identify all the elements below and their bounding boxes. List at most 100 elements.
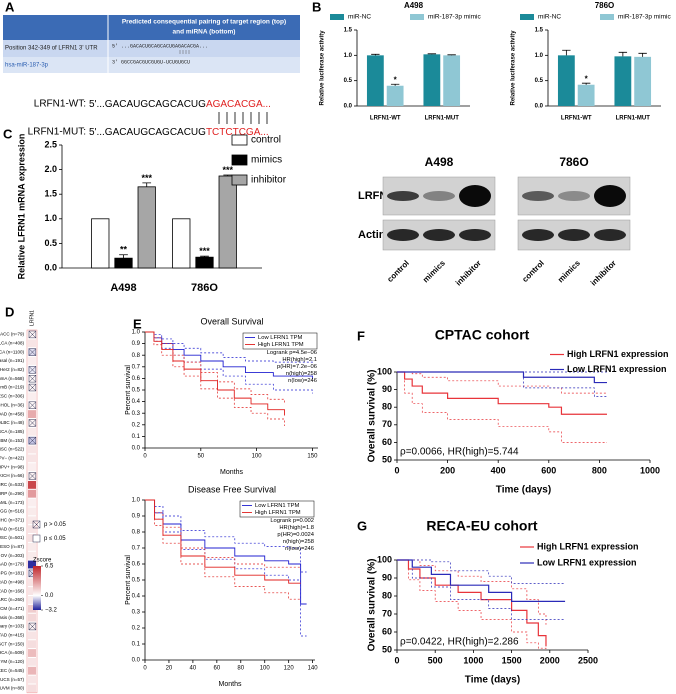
wt-sequence: 5'...GACAUGCAGCACUGAGACACGA... — [89, 99, 271, 110]
significance: *** — [199, 246, 210, 256]
row-label: MESO (n=87) — [0, 544, 24, 549]
cross-box — [28, 436, 37, 445]
chart-title: RECA-EU cohort — [426, 518, 538, 534]
x-tick-label: LRFN1-WT — [561, 116, 592, 122]
y-tick-label: 0.0 — [132, 658, 141, 664]
y-tick-label: 0.0 — [535, 104, 544, 110]
wt-label: LRFN1-WT: — [34, 99, 86, 110]
y-axis-label: Percent survival — [125, 365, 132, 415]
legend-swatch — [231, 154, 248, 166]
y-tick-label: 90 — [382, 384, 392, 394]
y-tick-label: 0.1 — [132, 642, 141, 648]
stat-text: Logrank p=0.002 — [270, 518, 314, 524]
cross-box — [28, 472, 37, 480]
row-label: CESC (n=306) — [0, 394, 24, 399]
error-bar — [562, 49, 571, 56]
bar — [195, 256, 214, 269]
heatmap-cell — [28, 445, 36, 454]
y-tick-label: 80 — [382, 402, 392, 412]
x-axis-label: Time (days) — [465, 675, 520, 686]
nonsig-mark — [28, 330, 37, 339]
row-label: SKCM−Primary (n=103) — [0, 624, 25, 629]
x-tick-label: 0 — [143, 454, 147, 460]
row-label: BRCA−LumB (n=219) — [0, 385, 24, 390]
y-tick-label: 1.5 — [535, 28, 544, 34]
confidence-band — [397, 559, 566, 584]
y-tick-label: 0.0 — [44, 262, 57, 272]
survival-curve — [397, 559, 547, 647]
legend-label: mimics — [251, 155, 282, 166]
band — [522, 191, 554, 201]
confidence-band — [397, 371, 607, 443]
x-tick-label: 600 — [541, 465, 556, 475]
cross — [28, 330, 37, 339]
stat-text: p(HR)=7.2e−06 — [277, 364, 317, 370]
x-tick-label: 50 — [197, 454, 204, 460]
heatmap-cell — [28, 666, 36, 675]
heatmap-cell — [28, 436, 36, 445]
stat-text: n(high)=258 — [286, 371, 317, 377]
y-tick-label: 0.5 — [132, 578, 141, 584]
nonsig-mark — [28, 375, 37, 383]
x-tick-label: 80 — [237, 666, 244, 672]
seq: 5'...GACAUGCAGCACUG — [89, 127, 206, 138]
confidence-band — [145, 499, 301, 600]
y-axis-label: Relative luciferase activity — [320, 30, 326, 106]
legend-label: Low LFRN1 TPM — [255, 503, 300, 509]
cross-box — [28, 348, 37, 356]
error-bar — [427, 53, 437, 55]
bar — [91, 218, 110, 269]
heatmap-cell — [28, 631, 36, 640]
row-label: BLCA (n=408) — [0, 340, 24, 345]
y-tick-label: 0.6 — [132, 376, 141, 382]
heatmap-cell — [28, 339, 36, 348]
survival-curve — [145, 331, 285, 416]
row-label: TGCT (n=150) — [0, 641, 24, 646]
heatmap-cell — [28, 675, 36, 684]
heatmap-cell — [28, 578, 36, 587]
nonsig-mark — [32, 520, 41, 529]
y-tick-label: 1.0 — [535, 53, 544, 59]
x-tick-label: 800 — [592, 465, 607, 475]
y-tick-label: 70 — [382, 419, 392, 429]
band — [387, 229, 419, 241]
nonsig-mark — [28, 622, 37, 631]
significance: *** — [222, 165, 233, 175]
row-label: LIHC (n=371) — [0, 517, 24, 522]
row-label: BRCA−Basal (n=191) — [0, 358, 24, 363]
y-tick-label: 0.0 — [132, 446, 141, 452]
error-bar — [200, 255, 209, 258]
row-name: Position 342-349 of LFRN1 3' UTR — [5, 46, 98, 52]
legend-label: High LFRN1 TPM — [258, 342, 304, 348]
nonsig-mark — [28, 401, 37, 409]
cross-box — [28, 366, 37, 374]
x-tick-label: 20 — [166, 666, 173, 672]
colorbar — [33, 566, 41, 610]
cross — [28, 401, 37, 409]
row-label: SKCM (n=471) — [0, 606, 24, 611]
heatmap-frame — [26, 329, 38, 694]
significance: *** — [141, 173, 152, 183]
cross — [28, 437, 37, 445]
stat-text: HR(high)=1.8 — [279, 525, 314, 531]
panel-label: B — [312, 0, 321, 14]
legend-label: miR-187-3p mimic — [428, 14, 481, 21]
panel-label: D — [5, 304, 14, 319]
legend-label: Low LFRN1 TPM — [258, 335, 303, 341]
y-tick-label: 1.0 — [344, 53, 353, 59]
y-tick-label: 0.8 — [132, 530, 141, 536]
y-tick-label: 50 — [382, 454, 392, 464]
x-tick-label: 100 — [260, 666, 271, 672]
row-label: GBM (n=153) — [0, 438, 24, 443]
y-axis-label: Relative LFRN1 mRNA expression — [16, 134, 26, 280]
heatmap-cell — [28, 516, 36, 525]
cross-box — [28, 419, 37, 427]
survival-curve — [397, 559, 566, 602]
heatmap-cell — [28, 374, 36, 383]
y-tick-label: 60 — [382, 437, 392, 447]
row-label: UCEC (n=545) — [0, 668, 24, 673]
legend-label: miR-187-3p mimic — [618, 14, 671, 21]
stat-text: HR(high)=2.1 — [282, 357, 317, 363]
row-label: LAML (n=173) — [0, 500, 24, 505]
